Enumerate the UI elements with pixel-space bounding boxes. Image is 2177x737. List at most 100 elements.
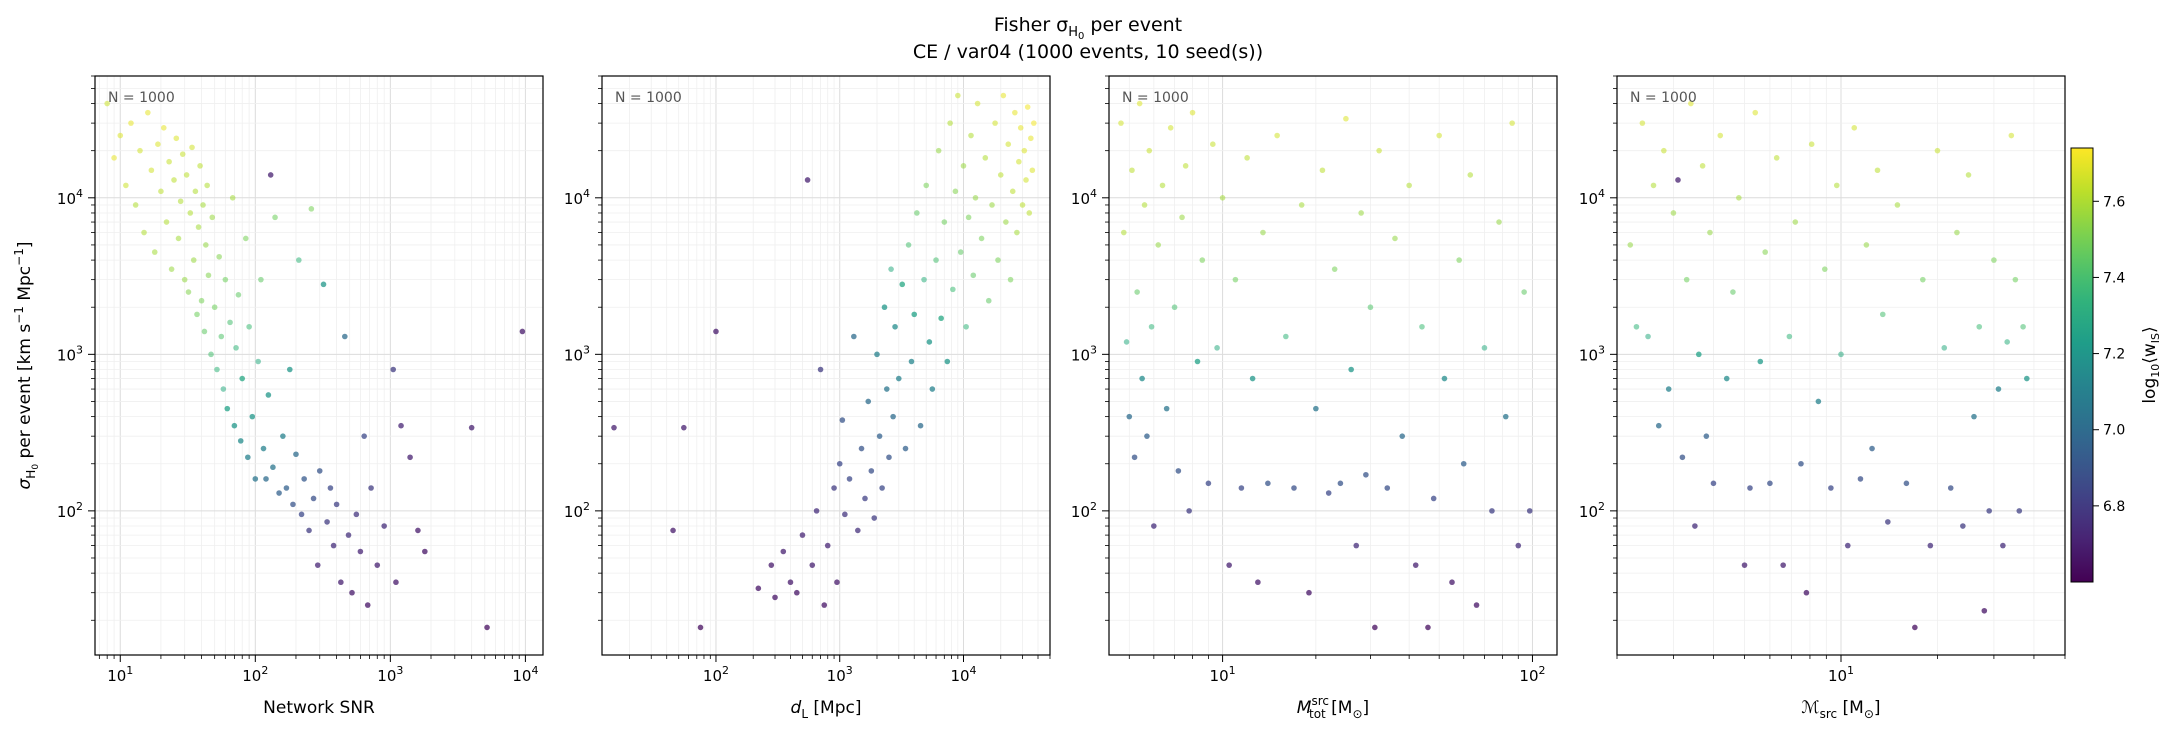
data-point (158, 188, 164, 195)
data-point (1707, 229, 1713, 236)
data-point (145, 109, 151, 116)
data-point (1283, 333, 1289, 340)
data-point (1798, 460, 1804, 467)
axes-frame (94, 75, 544, 656)
data-point (1412, 562, 1419, 568)
data-point (249, 413, 256, 420)
data-point (1762, 249, 1768, 255)
x-tick-label: 102 (1519, 664, 1545, 685)
panel-2: 102 103 104 102 103 104 N = 1000 dL [Mpc] (564, 75, 1051, 721)
data-point (1473, 602, 1480, 608)
data-point (381, 523, 387, 529)
data-point (205, 272, 212, 279)
data-point (1934, 147, 1941, 154)
colorbar-tick-label: 7.2 (2103, 347, 2125, 363)
data-point (2008, 132, 2015, 139)
data-point (1291, 485, 1297, 491)
data-point (957, 249, 964, 255)
data-point (1509, 120, 1515, 126)
data-point (1005, 141, 1012, 148)
data-point (229, 195, 236, 201)
data-point (374, 562, 381, 568)
scatter-points (611, 92, 1037, 631)
data-point (908, 358, 915, 365)
data-point (1675, 177, 1681, 183)
colorbar: 6.8 7.0 7.2 7.4 7.6 log10⟨wIS⟩ (2070, 147, 2162, 583)
data-point (772, 594, 778, 601)
y-tick-label: 104 (1579, 187, 1605, 208)
data-point (670, 527, 676, 534)
data-point (839, 417, 846, 423)
figure-title: Fisher σH0 per event CE / var04 (1000 ev… (913, 14, 1263, 63)
y-tick-label: 102 (564, 500, 590, 521)
data-point (148, 167, 155, 174)
data-point (1029, 167, 1036, 174)
data-point (1710, 480, 1717, 487)
data-point (1838, 351, 1844, 358)
n-events-label: N = 1000 (1122, 90, 1189, 106)
data-point (1182, 163, 1189, 169)
data-point (1869, 445, 1875, 452)
data-point (258, 276, 264, 283)
data-point (1815, 398, 1822, 405)
data-point (141, 229, 147, 236)
data-point (1885, 519, 1891, 525)
data-point (1325, 490, 1332, 496)
y-tick-label: 103 (1071, 343, 1097, 364)
colorbar-gradient (2071, 148, 2093, 582)
data-point (195, 224, 202, 230)
data-point (1210, 141, 1216, 148)
data-point (1189, 109, 1196, 116)
data-point (681, 424, 687, 431)
data-point (1481, 345, 1488, 351)
data-point (327, 485, 334, 491)
data-point (1406, 182, 1412, 189)
data-point (1134, 289, 1140, 295)
colorbar-frame (2070, 147, 2094, 583)
data-point (876, 433, 883, 439)
data-point (1863, 242, 1870, 248)
data-point (1179, 214, 1185, 221)
data-point (2000, 542, 2006, 549)
data-point (1965, 172, 1972, 178)
data-point (1688, 100, 1694, 107)
data-point (468, 424, 475, 431)
data-point (1372, 624, 1378, 631)
data-point (265, 392, 272, 398)
data-point (1214, 345, 1220, 351)
data-point (415, 527, 421, 534)
data-point (995, 257, 1001, 263)
data-point (1012, 109, 1018, 116)
data-point (1683, 276, 1690, 283)
data-point (1121, 229, 1127, 236)
data-point (824, 542, 831, 549)
data-point (955, 92, 961, 99)
data-point (768, 562, 775, 568)
data-point (1995, 386, 2002, 392)
data-point (214, 366, 220, 373)
data-point (1874, 167, 1881, 174)
data-point (361, 433, 367, 439)
data-point (1991, 257, 1997, 263)
data-point (914, 210, 920, 216)
data-point (1857, 476, 1864, 482)
data-point (231, 422, 238, 429)
data-point (245, 454, 251, 461)
data-point (368, 485, 374, 491)
y-tick-label: 104 (1071, 187, 1097, 208)
data-point (862, 495, 868, 502)
data-point (965, 214, 972, 221)
data-point (1265, 480, 1271, 487)
n-events-label: N = 1000 (615, 90, 682, 106)
data-point (1757, 358, 1764, 365)
data-point (1717, 132, 1724, 139)
data-point (175, 235, 182, 242)
data-point (804, 177, 811, 183)
data-point (1171, 304, 1178, 311)
data-point (713, 328, 719, 335)
data-point (1833, 182, 1840, 189)
data-point (137, 147, 143, 154)
data-point (293, 451, 299, 458)
x-tick-label: 104 (512, 664, 538, 685)
